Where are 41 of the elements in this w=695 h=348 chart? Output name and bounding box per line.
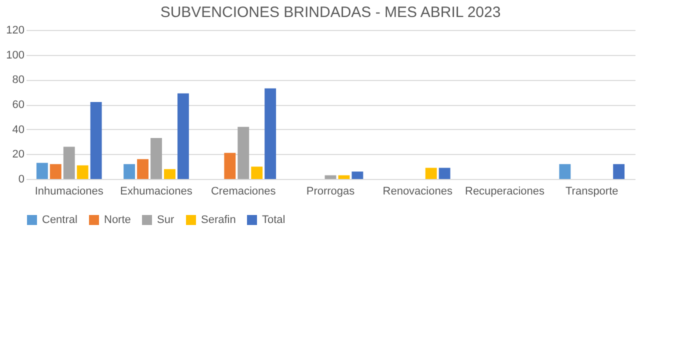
- y-tick-label: 40: [12, 124, 24, 136]
- y-tick-label: 60: [12, 99, 24, 111]
- chart-title: SUBVENCIONES BRINDADAS - MES ABRIL 2023: [160, 4, 501, 21]
- bar: [324, 175, 336, 179]
- bar: [36, 162, 48, 179]
- bar: [238, 126, 250, 179]
- y-tick-label: 0: [18, 174, 24, 186]
- x-tick-label: Prorrogas: [306, 186, 356, 198]
- y-tick-label: 100: [6, 49, 24, 62]
- bar: [338, 175, 350, 179]
- x-tick-label: Renovaciones: [382, 186, 453, 198]
- x-tick-label: Cremaciones: [210, 186, 276, 198]
- bar: [224, 152, 236, 179]
- y-tick-label: 120: [6, 24, 24, 36]
- bar: [177, 93, 189, 179]
- bar: [150, 138, 162, 179]
- legend-label: Serafin: [201, 214, 236, 226]
- legend-label: Sur: [157, 214, 174, 226]
- bar: [425, 168, 437, 179]
- bar: [90, 102, 102, 179]
- legend-label: Total: [262, 214, 286, 226]
- bar: [63, 146, 75, 179]
- bar: [438, 168, 450, 179]
- bar: [352, 172, 364, 179]
- legend-label: Central: [42, 214, 78, 226]
- bar: [613, 164, 625, 179]
- x-tick-label: Recuperaciones: [465, 186, 545, 198]
- bar: [251, 166, 263, 179]
- bar: [50, 164, 62, 179]
- bar: [559, 164, 571, 179]
- y-tick-label: 20: [12, 148, 24, 161]
- bar: [76, 165, 88, 179]
- bar: [137, 159, 149, 179]
- x-tick-label: Exhumaciones: [120, 186, 193, 198]
- bar: [164, 169, 176, 179]
- bar: [264, 88, 276, 179]
- x-tick-label: Transporte: [565, 186, 618, 198]
- bar: [124, 164, 136, 179]
- x-tick-label: Inhumaciones: [34, 186, 104, 198]
- legend-label: Norte: [104, 214, 131, 226]
- y-tick-label: 80: [12, 74, 24, 86]
